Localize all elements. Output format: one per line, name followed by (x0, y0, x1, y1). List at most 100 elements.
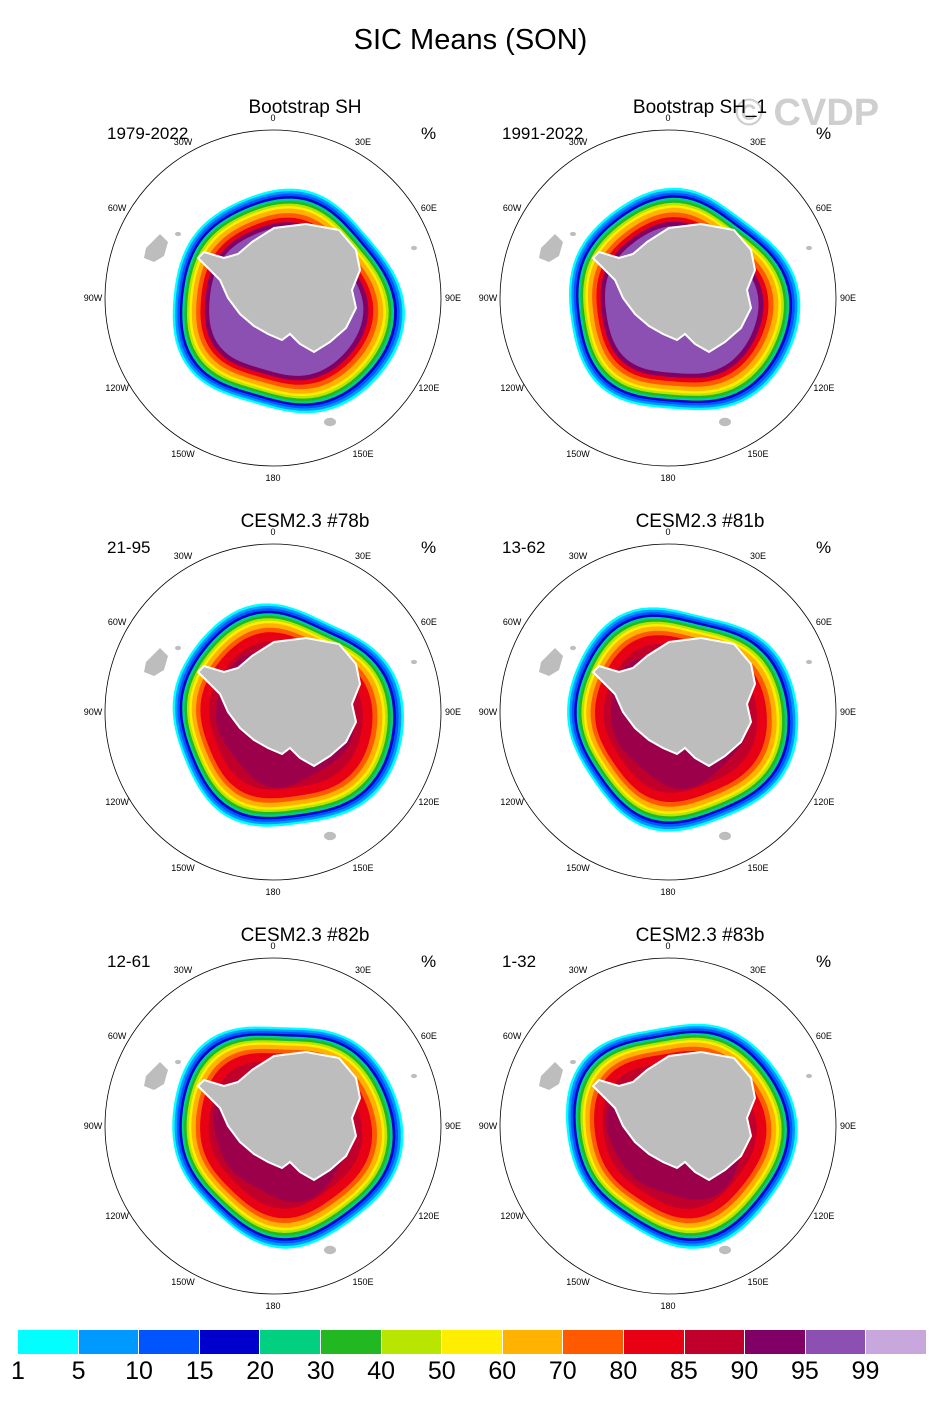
south-america-land (539, 1062, 563, 1090)
panel-title: Bootstrap SH_1 (632, 97, 768, 118)
longitude-label: 180 (265, 1301, 281, 1311)
longitude-label: 180 (660, 887, 676, 897)
longitude-label: 180 (660, 473, 676, 483)
south-america-land (144, 648, 168, 676)
colorbar-tick-label: 80 (609, 1357, 638, 1385)
longitude-label: 90W (478, 293, 498, 303)
island (806, 245, 812, 251)
cvdp-watermark: © CVDP (735, 92, 880, 134)
colorbar-swatch (78, 1330, 140, 1354)
longitude-label: 150W (171, 1276, 195, 1287)
longitude-label: 180 (265, 887, 281, 897)
south-america-land (144, 234, 168, 262)
island (324, 417, 336, 427)
longitude-label: 90E (839, 1121, 857, 1131)
longitude-label: 120E (418, 383, 440, 393)
longitude-label: 60E (420, 1031, 437, 1041)
longitude-label: 90W (83, 707, 103, 717)
colorbar-tick-label: 60 (488, 1357, 517, 1385)
island (411, 1073, 417, 1079)
longitude-label: 30E (354, 137, 372, 148)
longitude-label: 30W (173, 965, 193, 976)
polar-map (104, 957, 442, 1295)
longitude-label: 90E (444, 707, 462, 717)
antarctica-landmass (196, 222, 362, 354)
colorbar (18, 1330, 926, 1354)
island (719, 417, 731, 427)
longitude-label: 120W (105, 1211, 129, 1221)
longitude-label: 150E (747, 448, 769, 459)
antarctica-landmass (196, 1050, 362, 1182)
colorbar-tick-label: 1 (11, 1357, 25, 1385)
map-boundary (499, 129, 837, 467)
island (175, 645, 181, 651)
antarctica-landmass (591, 1050, 757, 1182)
panel-title: CESM2.3 #78b (240, 511, 370, 532)
longitude-label: 90W (83, 1121, 103, 1131)
longitude-label: 150E (747, 1276, 769, 1287)
island (324, 831, 336, 841)
colorbar-tick-label: 70 (548, 1357, 577, 1385)
colorbar-swatch (805, 1330, 867, 1354)
longitude-label: 30E (749, 137, 767, 148)
longitude-label: 30E (354, 965, 372, 976)
panel-unit: % (816, 952, 832, 971)
figure-title: SIC Means (SON) (353, 24, 588, 56)
island (570, 645, 576, 651)
longitude-label: 120E (418, 1211, 440, 1221)
antarctica-landmass (591, 222, 757, 354)
longitude-label: 60W (107, 617, 127, 627)
colorbar-swatch (381, 1330, 443, 1354)
longitude-label: 30W (568, 137, 588, 148)
longitude-label: 120W (500, 383, 524, 393)
colorbar-tick-label: 99 (851, 1357, 880, 1385)
longitude-label: 30E (354, 551, 372, 562)
longitude-label: 90E (444, 293, 462, 303)
island (324, 1245, 336, 1255)
longitude-label: 30E (749, 965, 767, 976)
panel-year-range: 1991-2022 (502, 124, 584, 143)
longitude-label: 120E (813, 797, 835, 807)
colorbar-tick-label: 10 (125, 1357, 153, 1385)
island (411, 659, 417, 665)
longitude-label: 120W (105, 383, 129, 393)
longitude-label: 120W (105, 797, 129, 807)
panel-year-range: 21-95 (107, 538, 151, 557)
panel-unit: % (421, 952, 437, 971)
map-panel-cesm-78b: CESM2.3 #78b 21-95 % 0 30E 60E 90E 120E 150E 1… (84, 511, 537, 947)
longitude-label: 150W (566, 862, 590, 873)
colorbar-tick-label: 20 (246, 1357, 275, 1385)
south-america-land (539, 234, 563, 262)
longitude-label: 0 (665, 113, 671, 123)
longitude-label: 0 (270, 941, 276, 951)
panel-title: CESM2.3 #81b (635, 511, 765, 532)
panel-unit: % (816, 538, 832, 557)
map-boundary (104, 957, 442, 1295)
polar-map (104, 129, 442, 467)
colorbar-tick-label: 15 (185, 1357, 214, 1385)
island (175, 231, 181, 237)
map-boundary (104, 543, 442, 881)
panel-unit: % (421, 124, 437, 143)
longitude-label: 30E (749, 551, 767, 562)
longitude-label: 0 (270, 113, 276, 123)
island (806, 659, 812, 665)
island (570, 1059, 576, 1065)
longitude-label: 90W (478, 1121, 498, 1131)
longitude-label: 120W (500, 1211, 524, 1221)
longitude-label: 150E (352, 1276, 374, 1287)
panel-year-range: 12-61 (107, 952, 151, 971)
longitude-label: 150W (566, 1276, 590, 1287)
longitude-label: 150E (352, 448, 374, 459)
map-panel-bootstrap-sh: Bootstrap SH 1979-2022 % 0 30E 60E 90E 120E 1… (84, 97, 537, 533)
colorbar-tick-label: 85 (669, 1357, 698, 1385)
colorbar-swatch (139, 1330, 200, 1354)
longitude-label: 60W (502, 617, 522, 627)
colorbar-swatch (745, 1330, 806, 1354)
longitude-label: 90W (83, 293, 103, 303)
panel-year-range: 1979-2022 (107, 124, 189, 143)
colorbar-swatch (866, 1330, 926, 1354)
colorbar-swatch (502, 1330, 564, 1354)
antarctica-landmass (591, 636, 757, 768)
longitude-label: 150W (171, 862, 195, 873)
